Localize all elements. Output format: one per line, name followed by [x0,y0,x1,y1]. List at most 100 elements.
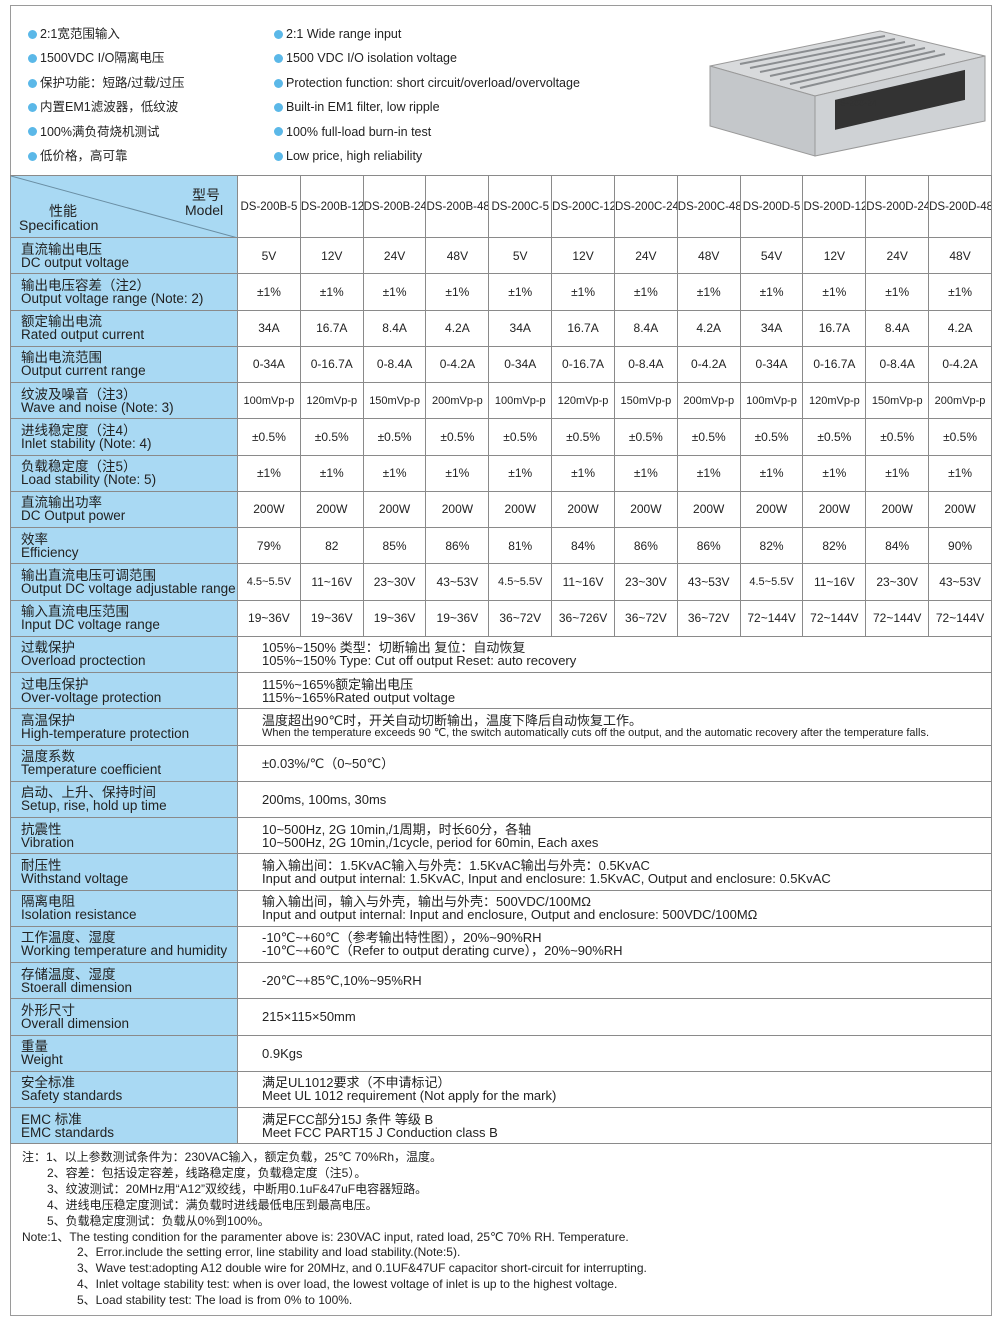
table-cell: 36~72V [676,599,741,637]
label-cn: 直流输出功率 [21,495,102,511]
table-cell: 150mVp-p [613,381,678,420]
value-line: 0.9Kgs [262,1045,303,1061]
value-line: ±0.03%/℃（0~50℃） [262,755,395,771]
table-cell: 0-4.2A [676,345,741,384]
table-cell: ±1% [865,273,930,311]
value-line: 105%~150% 类型：切断输出 复位：自动恢复 [262,640,526,656]
row-label: 隔离电阻 Isolation resistance [10,889,238,927]
table-cell: 81% [488,526,553,565]
table-cell: 43~53V [928,563,992,601]
table-row: 存储温度、湿度 Stoerall dimension -20℃~+85℃,10%~9… [10,961,992,1000]
feature-item: 2:1 Wide range input [274,22,580,46]
value-line: 115%~165%额定输出电压 [262,676,414,692]
table-cell: 200W [739,490,804,529]
row-label: 直流输出功率 DC Output power [10,490,238,529]
table-cell: 72~144V [739,599,804,637]
table-cell: 54V [739,236,804,275]
table-cell: 200W [551,490,615,529]
header-corner: 型号 Model 性能 Specification [10,175,238,238]
table-row: 启动、上升、保持时间 Setup, rise, hold up time 200ms… [10,780,992,819]
table-cell: 200W [425,490,490,529]
model-header: DS-200B-12 [299,175,364,238]
label-cn: 进线稳定度（注4） [21,422,137,438]
table-row: 进线稳定度（注4） Inlet stability (Note: 4) ±0.5% ±… [10,418,992,456]
value-line: -10℃~+60℃（参考输出特性图），20%~90%RH [262,930,542,946]
label-cn: EMC 标准 [21,1111,82,1127]
label-en: Output current range [21,363,146,379]
table-row: 工作温度、湿度 Working temperature and humidity -… [10,925,992,964]
row-label: 额定输出电流 Rated output current [10,309,238,347]
label-en: Efficiency [21,544,79,560]
table-cell: 100mVp-p [739,381,804,420]
feature-item: Protection function: short circuit/overl… [274,71,580,95]
row-label: EMC 标准 EMC standards [10,1106,238,1145]
model-header: DS-200D-5 [739,175,804,238]
label-en: Weight [21,1052,63,1068]
label-en: Over-voltage protection [21,689,162,705]
label-en: DC Output power [21,508,126,524]
table-cell: 16.7A [299,309,364,347]
table-cell: 84% [551,526,615,565]
feature-item: 低价格，高可靠 [28,144,184,168]
bullet-icon [28,54,37,64]
value-line: 输入输出间，输入与外壳，输出与外壳：500VDC/100MΩ [262,894,591,910]
label-en: Stoerall dimension [21,979,133,995]
row-label: 过载保护 Overload proctection [10,635,238,674]
table-cell: ±1% [299,273,364,311]
feature-item: 2:1宽范围输入 [28,22,184,46]
table-cell: ±1% [676,273,741,311]
label-cn: 存储温度、湿度 [21,966,116,982]
table-cell: ±0.5% [237,418,301,456]
feature-item: 100% full-load burn-in test [274,120,580,144]
table-cell: ±0.5% [551,418,615,456]
table-row: 隔离电阻 Isolation resistance 输入输出间，输入与外壳，输出与外… [10,889,992,927]
header-row: 型号 Model 性能 Specification DS-200B-5 DS-20… [10,175,992,238]
label-en: High-temperature protection [21,725,190,741]
row-label: 工作温度、湿度 Working temperature and humidity [10,925,238,964]
table-cell: ±1% [802,454,867,492]
table-cell: 4.2A [928,309,992,347]
label-cn: 负载稳定度（注5） [21,459,137,475]
table-cell: 150mVp-p [865,381,930,420]
table-cell: 0-16.7A [802,345,867,384]
value-line: 10~500Hz, 2G 10min,/1cycle, period for 6… [262,834,599,850]
bullet-icon [28,151,37,161]
model-en: Model [185,202,224,218]
table-cell: 19~36V [237,599,301,637]
table-cell: 200W [802,490,867,529]
row-label: 输出电流范围 Output current range [10,345,238,384]
table-cell: 100mVp-p [488,381,553,420]
table-cell: 85% [362,526,427,565]
table-cell: 4.2A [425,309,490,347]
table-cell: 200mVp-p [676,381,741,420]
row-value: ±0.03%/℃（0~50℃） [237,744,992,782]
value-line: 200ms, 100ms, 30ms [262,791,387,807]
value-line: -10℃~+60℃（Refer to output derating curve… [262,943,623,959]
table-row: 直流输出功率 DC Output power 200W 200W 200W 200W 200… [10,490,992,529]
bullet-icon [274,54,283,64]
label-cn: 输出电流范围 [21,350,102,366]
row-label: 存储温度、湿度 Stoerall dimension [10,961,238,1000]
table-row: 输出直流电压可调范围 Output DC voltage adjustable r… [10,563,992,601]
row-value: 输入输出间，输入与外壳，输出与外壳：500VDC/100MΩ Input and … [237,889,992,927]
note-line: 5、Load stability test: The load is from … [77,1293,353,1308]
label-en: Temperature coefficient [21,762,162,778]
label-en: Output voltage range (Note: 2) [21,290,204,306]
label-en: Input DC voltage range [21,617,160,633]
row-label: 负载稳定度（注5） Load stability (Note: 5) [10,454,238,492]
row-label: 输出电压容差（注2） Output voltage range (Note: 2) [10,273,238,311]
table-cell: 0-4.2A [425,345,490,384]
table-cell: 0-8.4A [865,345,930,384]
table-cell: ±1% [362,273,427,311]
label-cn: 温度系数 [21,749,75,765]
bullet-icon [28,127,37,137]
table-cell: 34A [739,309,804,347]
table-cell: 150mVp-p [362,381,427,420]
feature-text: Low price, high reliability [286,149,423,164]
feature-text: 内置EM1滤波器，低纹波 [40,100,179,115]
table-cell: 34A [488,309,553,347]
table-cell: 86% [676,526,741,565]
table-cell: ±1% [425,454,490,492]
table-cell: ±0.5% [299,418,364,456]
table-row: 外形尺寸 Overall dimension 215×115×50mm [10,998,992,1036]
